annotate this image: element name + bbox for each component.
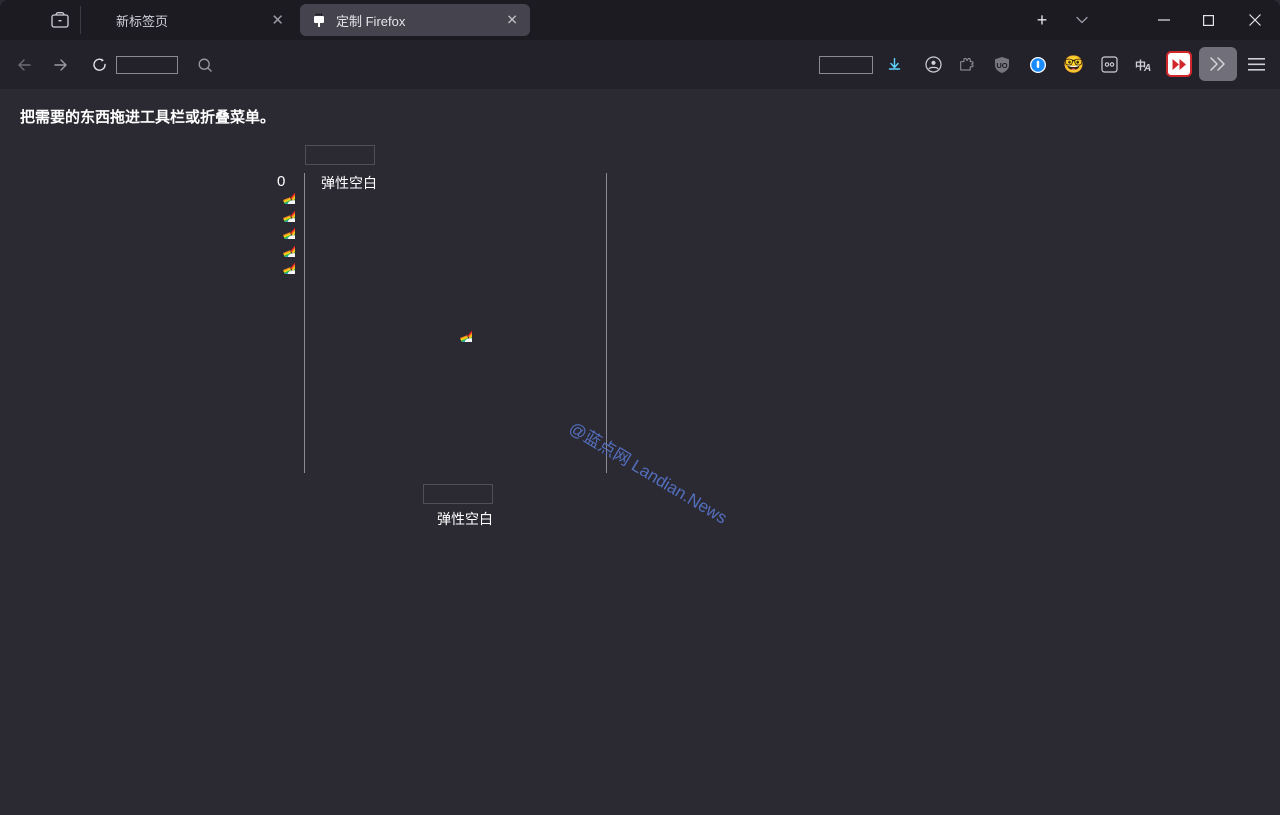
svg-text:UO: UO: [996, 61, 1007, 70]
svg-text:A: A: [1143, 63, 1151, 73]
